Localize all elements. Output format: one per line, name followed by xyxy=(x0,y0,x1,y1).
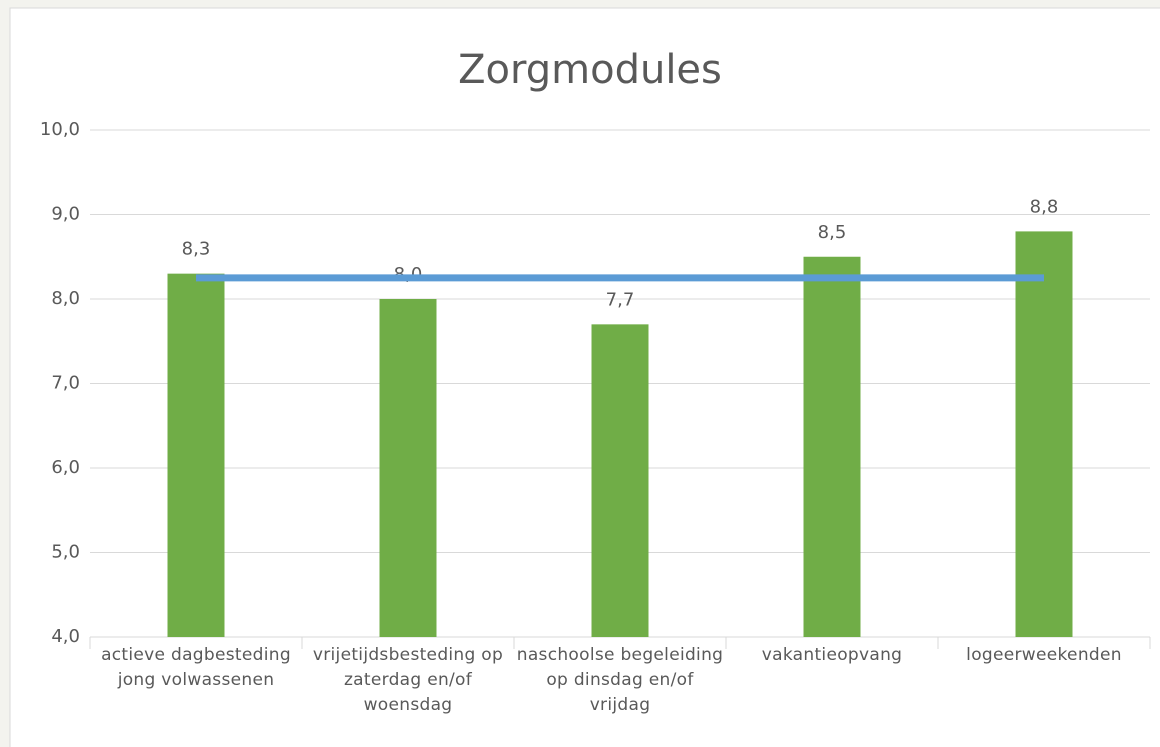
y-tick-label: 4,0 xyxy=(51,626,80,647)
bar xyxy=(803,256,861,637)
value-label: 8,3 xyxy=(182,239,211,260)
chart-title: Zorgmodules xyxy=(458,47,722,93)
x-tick-label-box: vrijetijdsbesteding op zaterdag en/of wo… xyxy=(312,645,504,715)
x-tick-label-box: vakantieopvang xyxy=(761,645,903,665)
value-label: 8,8 xyxy=(1030,196,1059,217)
value-label: 7,7 xyxy=(606,289,635,310)
bar xyxy=(379,299,437,637)
x-tick-label-box: actieve dagbesteding jong volwassenen xyxy=(101,645,291,690)
y-tick-label: 9,0 xyxy=(51,204,80,225)
value-label: 8,5 xyxy=(818,222,847,243)
x-tick-label: naschoolse begeleiding op dinsdag en/of … xyxy=(516,645,724,715)
x-tick-label: vakantieopvang xyxy=(761,645,903,665)
y-tick-label: 5,0 xyxy=(51,542,80,563)
y-tick-label: 10,0 xyxy=(40,119,80,140)
bar xyxy=(1015,231,1073,637)
y-tick-label: 7,0 xyxy=(51,373,80,394)
x-tick-label: vrijetijdsbesteding op zaterdag en/of wo… xyxy=(312,645,504,715)
bar xyxy=(167,273,225,637)
x-tick-label: logeerweekenden xyxy=(966,645,1122,665)
x-tick-label-box: naschoolse begeleiding op dinsdag en/of … xyxy=(516,645,724,715)
bar xyxy=(591,324,649,637)
x-tick-label: actieve dagbesteding jong volwassenen xyxy=(101,645,291,690)
x-tick-label-box: logeerweekenden xyxy=(966,645,1122,665)
y-tick-label: 8,0 xyxy=(51,288,80,309)
y-tick-label: 6,0 xyxy=(51,457,80,478)
